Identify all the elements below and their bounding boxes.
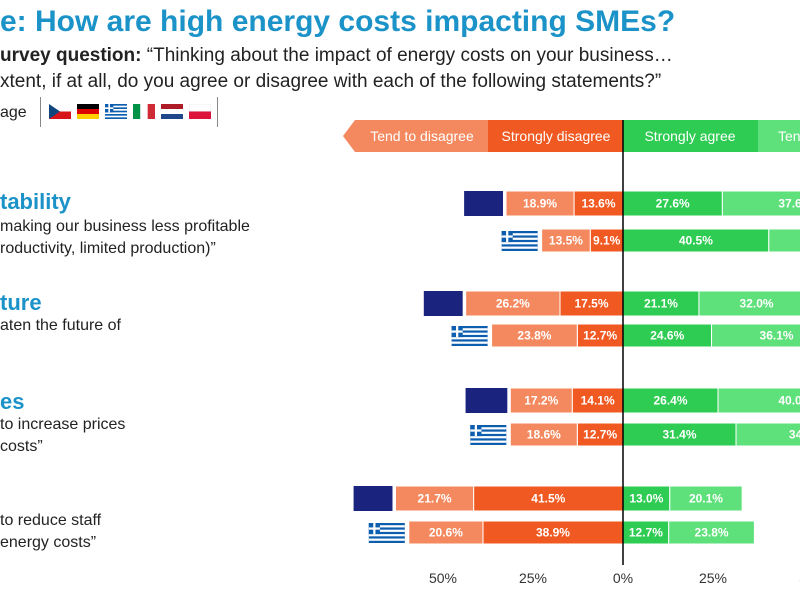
legend-label: Ten	[778, 128, 800, 144]
legend-label: Strongly disagree	[502, 128, 611, 144]
category-text-staff-2: energy costs”	[0, 534, 97, 551]
bar-tend-to-agree	[668, 520, 755, 545]
bar-value-label: 13.0%	[629, 492, 663, 506]
bar-tend-to-agree	[717, 387, 800, 414]
bar-other	[465, 388, 508, 413]
bar-value-label: 21.1%	[644, 297, 678, 311]
bar-value-label: 12.7%	[583, 329, 617, 343]
bar-value-label: 23.8%	[695, 526, 729, 540]
survey-question-text-2: xtent, if at all, do you agree or disagr…	[0, 71, 662, 92]
bar-other	[353, 486, 393, 511]
bar-tend-to-disagree	[394, 485, 475, 512]
bar-value-label: 31.4%	[663, 428, 697, 442]
category-text-prices-2: costs”	[0, 438, 43, 455]
bar-value-label: 26.2%	[496, 297, 530, 311]
bar-value-label: 41.5%	[531, 492, 565, 506]
bar-value-label: 13.6%	[582, 197, 616, 211]
legend-label: Strongly agree	[644, 128, 735, 144]
bar-value-label: 17.2%	[524, 394, 558, 408]
category-text-staff-1: to reduce staff	[0, 512, 102, 529]
flag-gr-icon	[470, 425, 507, 445]
bar-value-label: 9.1%	[593, 234, 621, 248]
legend-tend-to-agree	[758, 120, 800, 152]
bar-tend-to-agree	[735, 422, 800, 447]
bar-value-label: 14.1%	[581, 394, 615, 408]
bar-value-label: 37.6	[778, 197, 800, 211]
bar-tend-to-disagree	[408, 520, 484, 545]
x-tick-label: 25%	[519, 570, 547, 586]
bar-value-label: 23.8%	[517, 329, 551, 343]
category-title-future: ture	[0, 290, 42, 315]
bar-value-label: 18.6%	[527, 428, 561, 442]
flag-gr-icon	[368, 523, 405, 543]
bar-value-label: 26.4%	[654, 394, 688, 408]
bar-other	[423, 291, 463, 316]
x-tick-label: 50%	[429, 570, 457, 586]
flag-cz-icon	[49, 104, 71, 119]
bar-tend-to-disagree	[491, 323, 578, 348]
bar-strongly-disagree	[573, 190, 624, 217]
bar-value-label: 20.1%	[689, 492, 723, 506]
legend-arrow-left	[343, 120, 355, 152]
bar-tend-to-agree	[721, 190, 800, 217]
bar-value-label: 17.5%	[574, 297, 608, 311]
page-title: e: How are high energy costs impacting S…	[0, 5, 676, 38]
flag-gr-icon	[501, 231, 538, 251]
bar-value-label: 13.5%	[549, 234, 583, 248]
x-tick-label: 25%	[699, 570, 727, 586]
legend-label: Tend to disagree	[370, 128, 474, 144]
country-flags-legend	[40, 97, 218, 127]
bar-tend-to-disagree	[505, 190, 575, 217]
bar-value-label: 21.7%	[418, 492, 452, 506]
survey-question-line-1: urvey question: “Thinking about the impa…	[0, 44, 673, 68]
bar-value-label: 12.7%	[629, 526, 663, 540]
bar-value-label: 32.0%	[740, 297, 774, 311]
bar-value-label: 36.1%	[760, 329, 794, 343]
category-title-prices: es	[0, 389, 25, 414]
bar-value-label: 27.6%	[656, 197, 690, 211]
bar-tend-to-disagree	[541, 228, 591, 253]
bar-tend-to-disagree	[465, 290, 561, 317]
flag-it-icon	[133, 104, 155, 119]
bar-strongly-agree	[622, 190, 723, 217]
survey-question-text-1: “Thinking about the impact of energy cos…	[146, 45, 673, 66]
bar-value-label: 40.0	[778, 394, 800, 408]
category-text-profitability-1: making our business less profitable	[0, 218, 250, 235]
flag-de-icon	[77, 104, 99, 119]
bar-strongly-agree	[622, 387, 719, 414]
bar-tend-to-agree	[711, 323, 800, 348]
bar-value-label: 12.7%	[583, 428, 617, 442]
bar-tend-to-agree	[768, 228, 800, 253]
average-label: age	[0, 104, 27, 121]
bar-value-label: 38.9%	[536, 526, 570, 540]
survey-question-prefix: urvey question:	[0, 45, 142, 66]
bar-tend-to-disagree	[509, 387, 573, 414]
x-tick-label: 0%	[613, 570, 633, 586]
bar-value-label: 40.5%	[679, 234, 713, 248]
legend-strongly-agree	[623, 120, 758, 152]
bar-other	[464, 191, 503, 216]
bar-value-label: 34.	[789, 428, 800, 442]
bar-value-label: 18.9%	[523, 197, 557, 211]
flag-nl-icon	[161, 104, 183, 119]
category-text-prices-1: to increase prices	[0, 416, 126, 433]
category-text-future-1: aten the future of	[0, 317, 121, 334]
bar-strongly-disagree	[559, 290, 624, 317]
bar-value-label: 24.6%	[650, 329, 684, 343]
bar-tend-to-agree	[698, 290, 800, 317]
category-text-profitability-2: roductivity, limited production)”	[0, 240, 216, 257]
bar-tend-to-agree	[669, 485, 743, 512]
flag-gr-icon	[451, 326, 488, 346]
flag-gr-icon	[105, 104, 127, 119]
legend-strongly-disagree	[488, 120, 623, 152]
bar-strongly-disagree	[571, 387, 624, 414]
category-title-profitability: tability	[0, 189, 71, 214]
legend-tend-to-disagree	[355, 120, 488, 152]
bar-tend-to-disagree	[509, 422, 578, 447]
bar-value-label: 20.6%	[429, 526, 463, 540]
